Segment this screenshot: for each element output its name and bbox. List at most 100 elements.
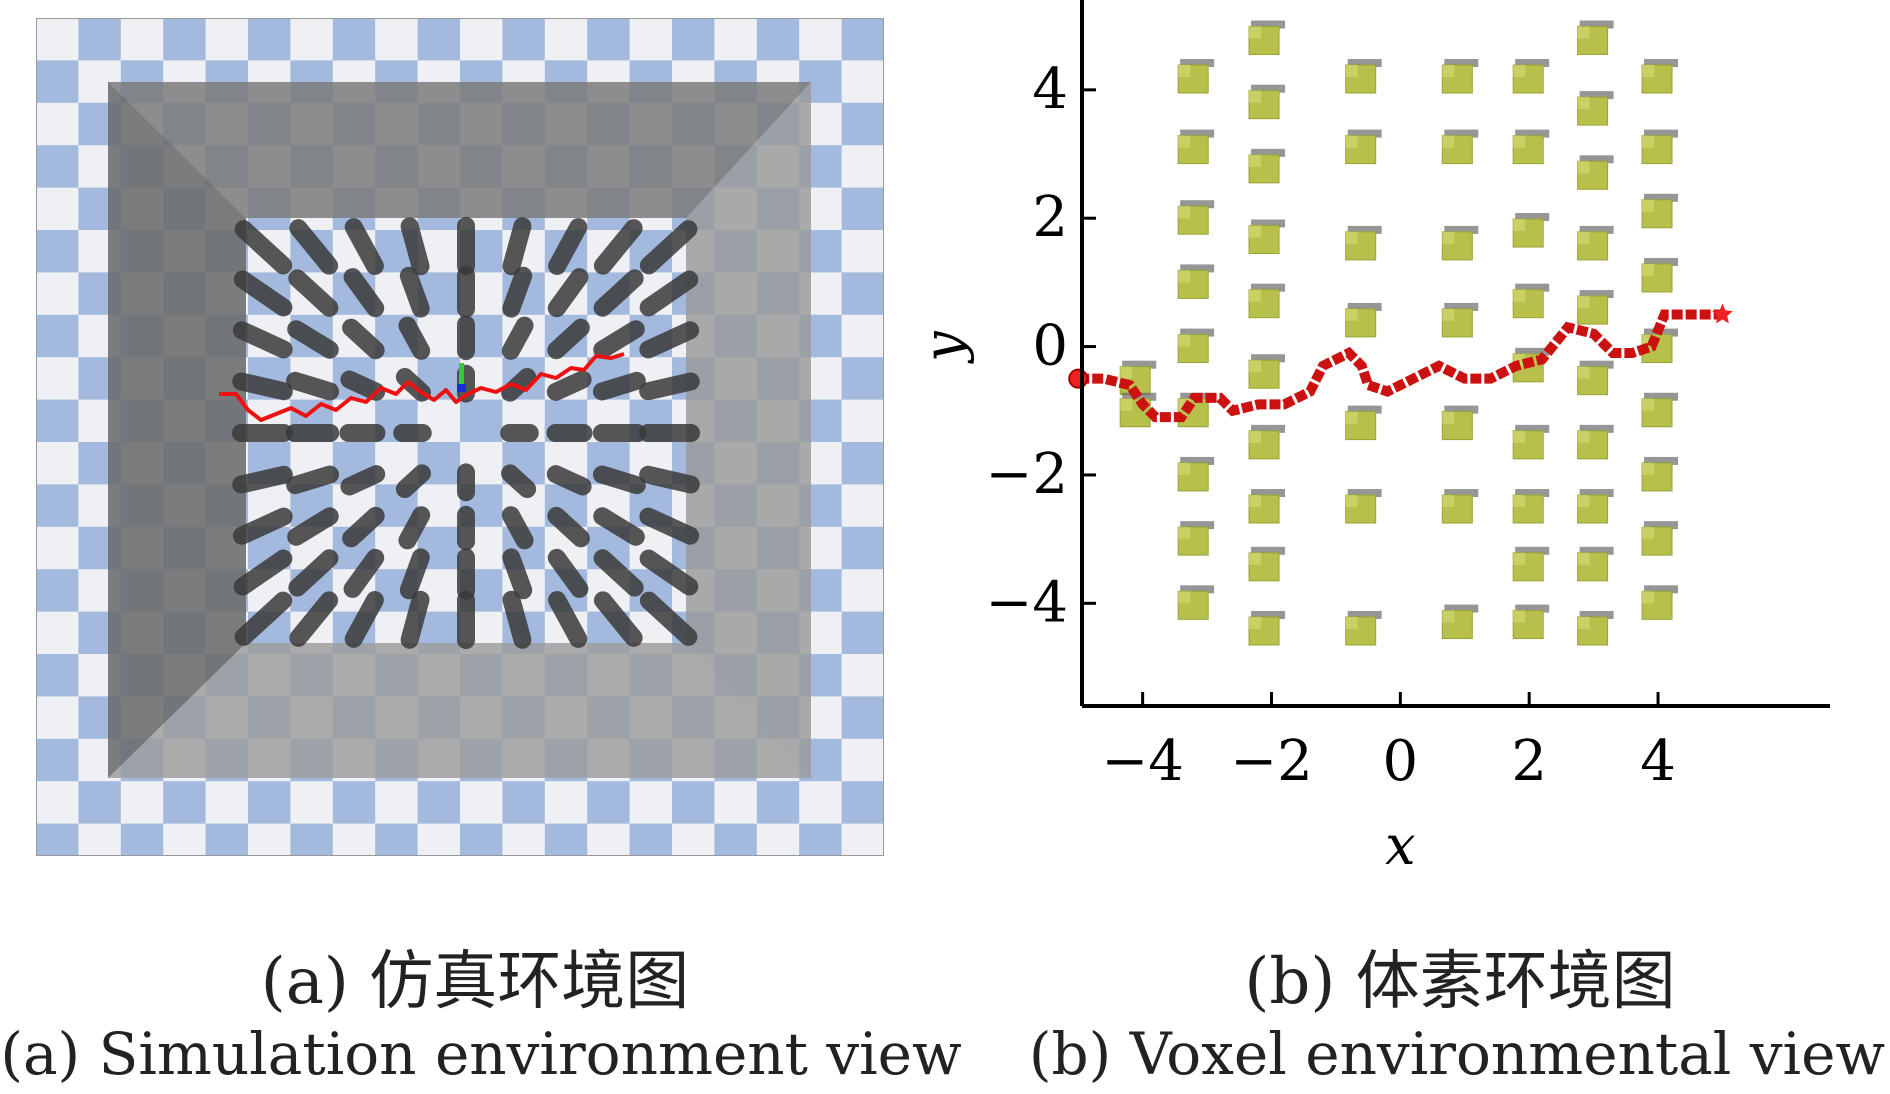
floor-tile <box>78 823 122 867</box>
voxel-highlight <box>1577 26 1590 39</box>
pillar <box>502 548 533 600</box>
pillar <box>343 548 385 598</box>
floor-tile <box>841 187 885 231</box>
voxel-shadow <box>1347 302 1382 311</box>
voxel-highlight <box>1442 411 1455 424</box>
voxel-block <box>1577 546 1614 582</box>
voxel-block <box>1641 456 1679 492</box>
pillar <box>593 320 645 359</box>
voxel-shadow <box>1251 20 1286 29</box>
voxel-shadow <box>1644 456 1679 465</box>
voxel-shadow <box>1515 604 1550 613</box>
floor-tile <box>502 823 546 867</box>
voxel-shadow <box>1180 129 1215 138</box>
voxel-shadow <box>1180 456 1215 465</box>
floor-tile <box>290 781 334 825</box>
axis-z-marker <box>457 384 466 392</box>
pillar <box>502 217 532 276</box>
floor-tile <box>36 526 79 570</box>
voxel-highlight <box>1513 219 1526 232</box>
pillar <box>548 218 588 275</box>
pillar <box>639 270 699 317</box>
x-tick-label: −4 <box>1101 729 1184 794</box>
y-tick-label: −4 <box>985 570 1068 635</box>
axes: −4 −2 0 2 4 −4 −2 0 2 4 x y <box>912 0 1830 877</box>
voxel-highlight <box>1249 225 1262 238</box>
voxel-highlight <box>1642 263 1655 276</box>
voxel-highlight <box>1642 527 1655 540</box>
voxel-shadow <box>1347 610 1382 619</box>
floor-tile <box>36 611 79 655</box>
voxel-highlight <box>1345 231 1358 244</box>
pillar <box>233 270 293 317</box>
floor-tile <box>417 823 461 867</box>
voxel-highlight <box>1345 411 1358 424</box>
voxel-highlight <box>1642 199 1655 212</box>
pillar <box>399 266 430 318</box>
floor-tile <box>205 781 249 825</box>
voxel-block <box>1248 610 1286 646</box>
floor-tile <box>841 102 885 146</box>
pillar <box>232 465 293 494</box>
voxel-highlight <box>1642 591 1655 604</box>
floor-tile <box>799 781 843 825</box>
floor-tile <box>36 145 79 189</box>
wall-bottom <box>108 643 811 778</box>
voxel-highlight <box>1249 154 1262 167</box>
floor-tile <box>375 781 419 825</box>
pillar <box>288 269 339 317</box>
floor-tile <box>629 781 673 825</box>
floor-tile <box>841 357 885 401</box>
voxel-block <box>1345 405 1382 441</box>
voxel-highlight <box>1642 65 1655 78</box>
voxel-block <box>1248 20 1286 56</box>
floor-tile <box>841 781 885 825</box>
voxel-highlight <box>1178 334 1191 347</box>
floor-tile <box>841 611 885 655</box>
voxel-shadow <box>1444 405 1479 414</box>
floor-tile <box>248 781 291 825</box>
voxel-shadow <box>1515 129 1550 138</box>
voxel-block <box>1512 213 1550 248</box>
pillar <box>234 591 293 646</box>
floor-tile <box>587 18 631 61</box>
voxel-highlight <box>1178 270 1191 283</box>
floor-tile <box>841 526 885 570</box>
voxel-highlight <box>1178 462 1191 475</box>
voxel-block <box>1177 129 1215 165</box>
pillar <box>593 269 644 317</box>
pillar <box>234 220 293 275</box>
floor-tile <box>417 18 461 61</box>
voxel-shadow <box>1444 129 1479 138</box>
voxel <box>1512 289 1544 319</box>
voxel-block <box>1577 20 1614 56</box>
voxel-block <box>1512 424 1550 460</box>
pillar <box>344 218 384 275</box>
voxel-block <box>1248 148 1286 184</box>
voxel-block <box>1441 604 1479 640</box>
pillar <box>639 465 700 494</box>
pillar <box>395 464 431 499</box>
voxel <box>1577 26 1609 56</box>
voxel-plot: −4 −2 0 2 4 −4 −2 0 2 4 x y <box>912 0 1830 877</box>
floor-tile <box>375 18 419 61</box>
floor-tile <box>756 18 800 61</box>
floor-tile <box>841 484 885 528</box>
goal-marker <box>1712 303 1733 324</box>
pillar <box>286 371 340 401</box>
voxel-highlight <box>1345 495 1358 508</box>
voxel-shadow <box>1251 546 1286 555</box>
voxel-shadow <box>1347 225 1382 234</box>
voxel-block <box>1641 392 1679 428</box>
floor-tile <box>841 60 885 104</box>
floor-tile <box>841 314 885 358</box>
voxel <box>1577 430 1609 460</box>
voxel-shadow <box>1644 521 1679 530</box>
voxel-highlight <box>1345 308 1358 321</box>
voxel-shadow <box>1515 283 1550 292</box>
floor-tile <box>672 18 715 61</box>
voxel-highlight <box>1249 430 1262 443</box>
voxel-highlight <box>1577 495 1590 508</box>
floor-tile <box>756 781 800 825</box>
voxel-block <box>1577 489 1614 524</box>
